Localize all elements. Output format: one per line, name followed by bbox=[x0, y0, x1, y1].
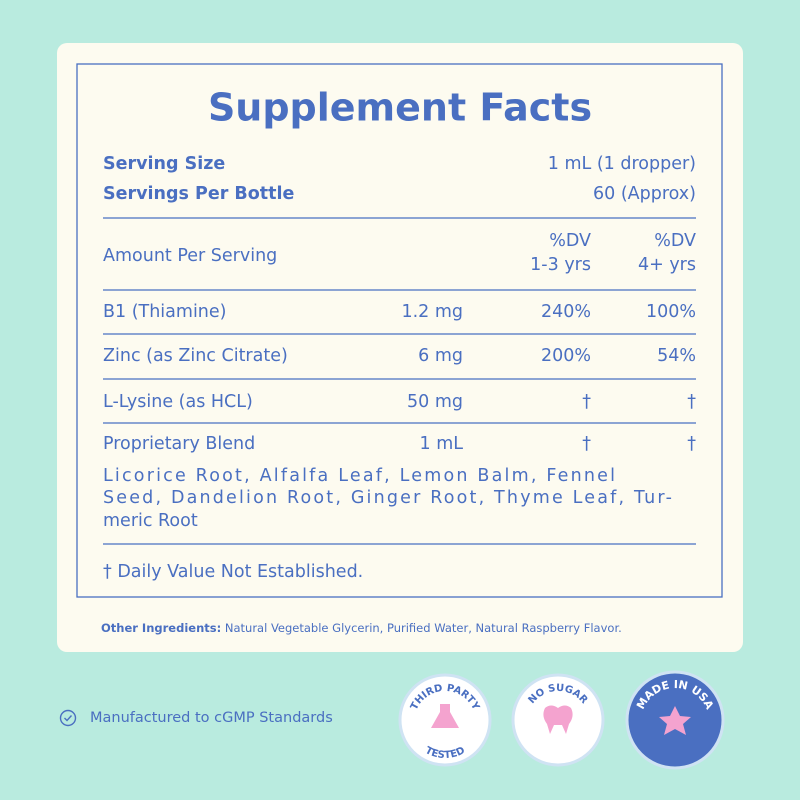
row-value: 6 mg bbox=[418, 346, 463, 366]
row-name: Zinc (as Zinc Citrate) bbox=[103, 346, 288, 366]
row-value: 50 mg bbox=[407, 392, 463, 412]
certification: Manufactured to cGMP Standards bbox=[90, 710, 333, 726]
tooth-icon bbox=[543, 705, 573, 734]
row-value: 100% bbox=[646, 302, 696, 322]
facts-border bbox=[76, 63, 723, 598]
serving-label: Serving Size bbox=[103, 154, 225, 174]
row-value: 1.2 mg bbox=[401, 302, 463, 322]
nutrient-rows: B1 (Thiamine) 1.2 mg 240% 100% Zinc (as Zinc… bbox=[103, 302, 696, 454]
row-value: † bbox=[582, 434, 591, 454]
footnote: † Daily Value Not Established. bbox=[103, 562, 363, 582]
row-value: † bbox=[687, 392, 696, 412]
serving-value: 1 mL (1 dropper) bbox=[548, 154, 696, 174]
serving-value: 60 (Approx) bbox=[593, 184, 696, 204]
row-value: 200% bbox=[541, 346, 591, 366]
other-ingredients-label: Other Ingredients: bbox=[101, 621, 221, 635]
column-header: 1-3 yrs bbox=[530, 255, 591, 275]
card bbox=[57, 43, 743, 652]
row-value: 1 mL bbox=[420, 434, 464, 454]
star-icon bbox=[659, 706, 691, 735]
row-name: L-Lysine (as HCL) bbox=[103, 392, 253, 412]
row-value: † bbox=[582, 392, 591, 412]
badge-text: TESTED bbox=[423, 745, 466, 761]
column-header: %DV bbox=[549, 231, 591, 251]
column-header: 4+ yrs bbox=[638, 255, 696, 275]
column-header: Amount Per Serving bbox=[103, 246, 277, 266]
badge-text: TESTED bbox=[423, 745, 466, 761]
other-ingredients-text: Natural Vegetable Glycerin, Purified Wat… bbox=[225, 621, 622, 635]
row-value: 240% bbox=[541, 302, 591, 322]
check-mark bbox=[64, 715, 73, 722]
other-ingredients: Other Ingredients: Natural Vegetable Gly… bbox=[101, 621, 622, 635]
row-value: 54% bbox=[657, 346, 696, 366]
blend-ingredients: Seed, Dandelion Root, Ginger Root, Thyme… bbox=[103, 488, 672, 508]
flask-icon bbox=[431, 704, 459, 728]
row-name: Proprietary Blend bbox=[103, 434, 255, 454]
row-name: B1 (Thiamine) bbox=[103, 302, 227, 322]
blend-ingredients: meric Root bbox=[103, 511, 198, 531]
column-header: %DV bbox=[654, 231, 696, 251]
blend-ingredients: Licorice Root, Alfalfa Leaf, Lemon Balm,… bbox=[103, 466, 615, 486]
title: Supplement Facts bbox=[208, 86, 592, 130]
serving-label: Servings Per Bottle bbox=[103, 184, 295, 204]
row-value: † bbox=[687, 434, 696, 454]
check-icon bbox=[59, 709, 77, 727]
